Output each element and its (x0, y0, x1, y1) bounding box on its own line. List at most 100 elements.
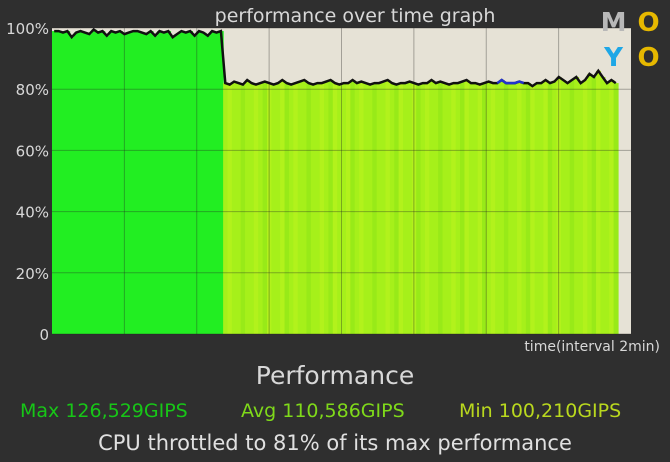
performance-bar (117, 31, 123, 335)
performance-bar (183, 32, 189, 335)
y-tick-label: 80% (16, 81, 49, 99)
performance-bar (60, 32, 66, 335)
performance-bar (293, 83, 299, 334)
performance-bar (455, 83, 461, 334)
logo-letter: O (637, 8, 660, 38)
y-tick-label: 20% (16, 265, 49, 283)
performance-bar (306, 83, 312, 334)
performance-bar (481, 83, 487, 334)
performance-bar (596, 70, 602, 334)
y-tick-label: 60% (16, 142, 49, 160)
performance-bar (100, 31, 106, 335)
performance-bar (302, 80, 308, 335)
performance-bar (284, 83, 290, 334)
performance-bar (403, 83, 408, 334)
performance-bar (569, 80, 575, 335)
performance-bar (543, 80, 549, 335)
performance-bar (534, 83, 540, 334)
performance-bar (372, 83, 378, 334)
performance-bar (337, 84, 343, 334)
performance-bar (148, 31, 154, 335)
performance-bar (609, 80, 615, 335)
performance-bar (354, 83, 360, 334)
chart-title: performance over time graph (215, 5, 496, 27)
performance-bar (332, 83, 338, 334)
performance-bar (411, 83, 417, 334)
performance-bar (205, 35, 211, 335)
performance-bar (144, 34, 150, 335)
performance-bar (394, 84, 400, 334)
performance-bar (218, 31, 224, 335)
performance-bar (530, 86, 536, 334)
performance-bar (56, 31, 62, 335)
throttle-message: CPU throttled to 81% of its max performa… (98, 431, 572, 455)
performance-bar (424, 83, 430, 334)
performance-bar (95, 32, 101, 335)
performance-bar (468, 83, 474, 334)
performance-bar (104, 35, 110, 335)
performance-bar (600, 76, 606, 335)
performance-bar (69, 37, 75, 335)
performance-bar (179, 31, 185, 335)
performance-bar (135, 31, 141, 335)
performance-bar (477, 84, 483, 334)
performance-bar (499, 80, 505, 335)
performance-heading: Performance (255, 361, 415, 390)
performance-bar (152, 35, 158, 335)
performance-bar (389, 83, 395, 334)
performance-bar (258, 83, 264, 334)
performance-bar (591, 76, 597, 335)
performance-bar (495, 83, 501, 334)
performance-bar (266, 83, 272, 334)
dip-line (496, 78, 525, 85)
performance-bar (490, 83, 496, 334)
performance-bar (310, 84, 316, 334)
performance-bar (201, 32, 207, 335)
performance-bar (87, 34, 93, 335)
performance-bar (109, 31, 115, 335)
performance-bar (319, 83, 325, 334)
performance-bar (446, 84, 452, 334)
y-tick-label: 40% (16, 204, 49, 222)
performance-bar (113, 32, 119, 335)
performance-bar (65, 31, 71, 335)
performance-bar (521, 83, 527, 334)
performance-bar (214, 32, 220, 335)
performance-bar (604, 83, 610, 334)
performance-bar (192, 35, 198, 335)
performance-bar (578, 83, 584, 334)
max-stat: Max 126,529GIPS (20, 400, 188, 422)
performance-bar (52, 31, 57, 335)
performance-bar (556, 76, 562, 335)
performance-bar (503, 83, 509, 334)
performance-bar (512, 83, 518, 334)
performance-bar (438, 81, 444, 334)
performance-bar (166, 31, 172, 335)
performance-bar (271, 84, 277, 334)
performance-bar (130, 31, 136, 335)
performance-chart: performance over time graph 0 20% 40% 60% 80… (6, 5, 660, 355)
performance-bar (139, 32, 145, 335)
logo-letter: O (637, 43, 660, 73)
performance-bar (122, 34, 128, 335)
performance-bar (174, 34, 180, 335)
performance-bar (398, 83, 404, 334)
performance-bar (587, 73, 593, 335)
performance-bar (223, 83, 229, 334)
performance-bar (161, 32, 167, 335)
performance-bar (350, 80, 356, 335)
performance-bar (288, 84, 294, 334)
performance-bar (429, 80, 435, 335)
performance-bar (525, 83, 531, 334)
performance-bar (82, 32, 88, 335)
moyo-logo: M O Y O (596, 6, 666, 76)
performance-bar (385, 80, 391, 335)
performance-bar (539, 83, 545, 334)
performance-bar (253, 84, 259, 334)
performance-bar (324, 81, 330, 334)
performance-bar (126, 32, 132, 335)
performance-bar (209, 31, 215, 335)
performance-bar (157, 31, 163, 335)
performance-bar (367, 84, 373, 334)
performance-bar (582, 80, 588, 335)
